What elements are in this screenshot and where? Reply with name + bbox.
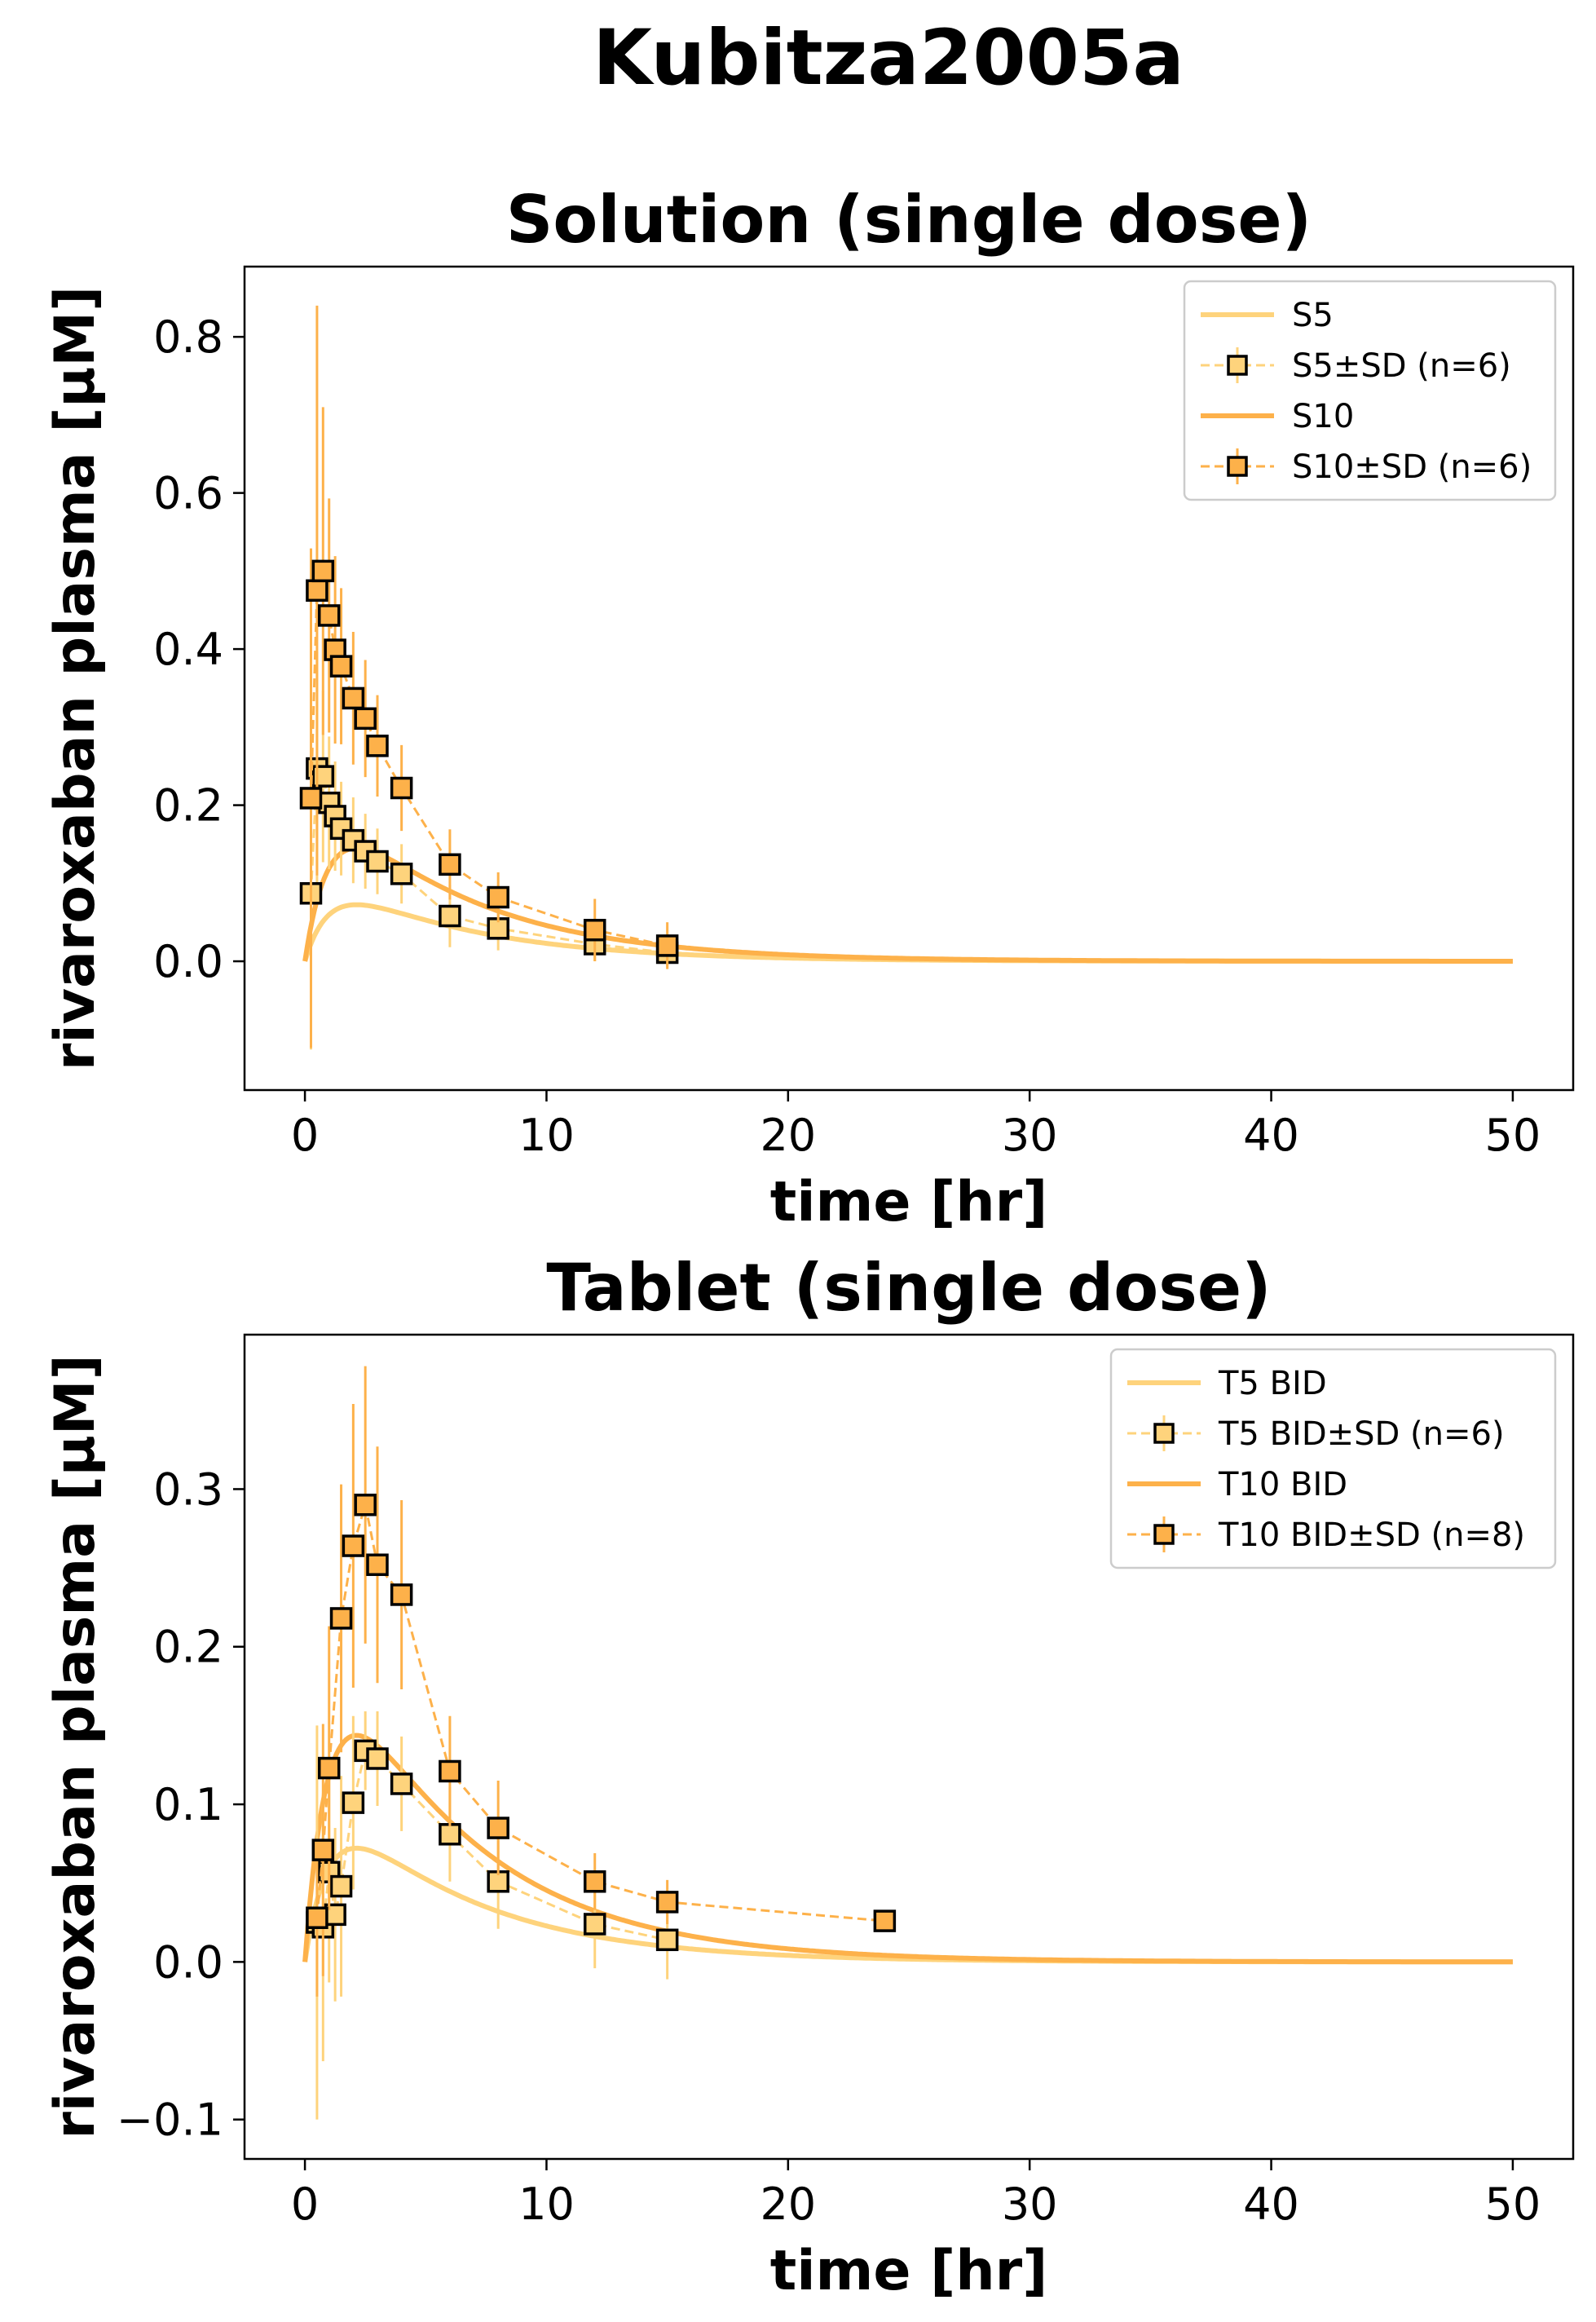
data-point-t10-bid-sd-n-8- — [329, 1607, 353, 1630]
legend-marker-icon — [1153, 1423, 1175, 1444]
data-point-s10-sd-n-6- — [354, 707, 377, 731]
y-tick-label: 0.6 — [153, 468, 223, 519]
y-tick-label: 0.4 — [153, 624, 223, 675]
data-point-t5-bid-sd-n-6- — [329, 1874, 353, 1898]
data-point-t5-bid-sd-n-6- — [583, 1913, 606, 1936]
data-point-t10-bid-sd-n-8- — [487, 1817, 509, 1839]
y-axis-label: rivaroxaban plasma [µM] — [43, 286, 108, 1071]
legend-box — [1183, 280, 1557, 501]
y-tick-label: 0.1 — [153, 1779, 223, 1830]
axes-frame — [243, 265, 1575, 1092]
series-line-t5-bid — [302, 1845, 1513, 1965]
data-point-s5-sd-n-6- — [439, 904, 461, 928]
legend-label: S5 — [1292, 297, 1334, 334]
series-line-s10 — [302, 845, 1513, 964]
data-point-s10-sd-n-6- — [583, 918, 606, 942]
x-tick-label: 30 — [1002, 2179, 1058, 2230]
x-tick-label: 20 — [760, 2179, 816, 2230]
x-tick-label: 50 — [1485, 1110, 1541, 1161]
data-point-t5-bid-sd-n-6- — [439, 1823, 461, 1846]
legend-label: S5±SD (n=6) — [1292, 347, 1511, 385]
series-line-s5 — [302, 902, 1513, 964]
data-point-t5-bid-sd-n-6- — [655, 1928, 679, 1952]
data-point-t10-bid-sd-n-8- — [306, 1906, 328, 1929]
x-tick-label: 40 — [1243, 1110, 1299, 1161]
data-point-s10-sd-n-6- — [439, 853, 461, 876]
y-tick-label: 0.2 — [153, 1622, 223, 1673]
series-line-t10-bid — [302, 1733, 1513, 1965]
plot-area — [299, 305, 1513, 1050]
data-point-s10-sd-n-6- — [390, 776, 413, 800]
y-tick-label: 0.3 — [153, 1463, 223, 1515]
plot-area — [302, 1366, 1513, 2120]
legend-label: T5 BID — [1218, 1365, 1327, 1402]
data-point-s10-sd-n-6- — [317, 604, 341, 627]
x-axis-label: time [hr] — [770, 1170, 1048, 1234]
y-tick-label: 0.2 — [153, 780, 223, 832]
x-tick-label: 0 — [291, 2179, 319, 2230]
data-point-t10-bid-sd-n-8- — [354, 1494, 377, 1516]
y-tick-label: 0.0 — [153, 1936, 223, 1988]
data-point-s10-sd-n-6- — [655, 934, 679, 957]
x-tick-label: 0 — [291, 1110, 319, 1161]
data-point-t10-bid-sd-n-8- — [366, 1553, 389, 1576]
axes-frame — [243, 1333, 1575, 2161]
data-point-t10-bid-sd-n-8- — [655, 1891, 679, 1914]
y-tick-label: 0.8 — [153, 311, 223, 363]
data-point-s10-sd-n-6- — [329, 655, 353, 678]
y-tick-label: −0.1 — [117, 2095, 223, 2146]
data-point-s10-sd-n-6- — [366, 735, 389, 757]
solution-panel: Solution (single dose) time [hr] rivaroxab… — [43, 182, 1575, 1234]
x-tick-label: 40 — [1243, 2179, 1299, 2230]
legend-label: T5 BID±SD (n=6) — [1218, 1415, 1505, 1453]
x-tick-label: 10 — [518, 2179, 575, 2230]
data-point-t5-bid-sd-n-6- — [366, 1747, 389, 1770]
x-tick-label: 30 — [1002, 1110, 1058, 1161]
data-point-t10-bid-sd-n-8- — [317, 1756, 341, 1780]
data-point-s5-sd-n-6- — [366, 850, 389, 873]
y-tick-label: 0.0 — [153, 936, 223, 987]
figure-suptitle: Kubitza2005a — [593, 14, 1184, 103]
data-point-t10-bid-sd-n-8- — [390, 1583, 413, 1606]
data-point-s10-sd-n-6- — [306, 579, 328, 603]
data-point-t10-bid-sd-n-8- — [311, 1839, 335, 1861]
data-point-s10-sd-n-6- — [342, 686, 365, 710]
data-point-s5-sd-n-6- — [390, 863, 413, 885]
data-point-s10-sd-n-6- — [299, 787, 323, 810]
x-axis-label: time [hr] — [770, 2239, 1048, 2303]
chart-title: Tablet (single dose) — [546, 1250, 1271, 1326]
data-point-s10-sd-n-6- — [487, 885, 509, 909]
data-point-t10-bid-sd-n-8- — [873, 1909, 897, 1932]
data-point-t10-bid-sd-n-8- — [342, 1534, 365, 1557]
x-tick-label: 20 — [760, 1110, 816, 1161]
legend-marker-icon — [1227, 355, 1248, 376]
data-point-t5-bid-sd-n-6- — [342, 1791, 365, 1814]
tablet-panel: Tablet (single dose) time [hr] rivaroxaban… — [43, 1250, 1575, 2303]
data-point-t10-bid-sd-n-8- — [583, 1870, 606, 1893]
x-tick-label: 10 — [518, 1110, 575, 1161]
data-point-t10-bid-sd-n-8- — [439, 1759, 461, 1783]
legend-label: S10 — [1292, 398, 1354, 435]
data-point-t5-bid-sd-n-6- — [390, 1772, 413, 1795]
legend-label: T10 BID — [1218, 1466, 1347, 1503]
data-point-s10-sd-n-6- — [311, 559, 335, 583]
legend-marker-icon — [1227, 456, 1248, 477]
y-axis-label: rivaroxaban plasma [µM] — [43, 1354, 108, 2139]
x-tick-label: 50 — [1485, 2179, 1541, 2230]
legend-box — [1109, 1348, 1557, 1569]
chart-title: Solution (single dose) — [506, 182, 1312, 258]
legend-label: T10 BID±SD (n=8) — [1218, 1516, 1525, 1554]
legend-label: S10±SD (n=6) — [1292, 448, 1532, 486]
legend-marker-icon — [1153, 1524, 1175, 1545]
